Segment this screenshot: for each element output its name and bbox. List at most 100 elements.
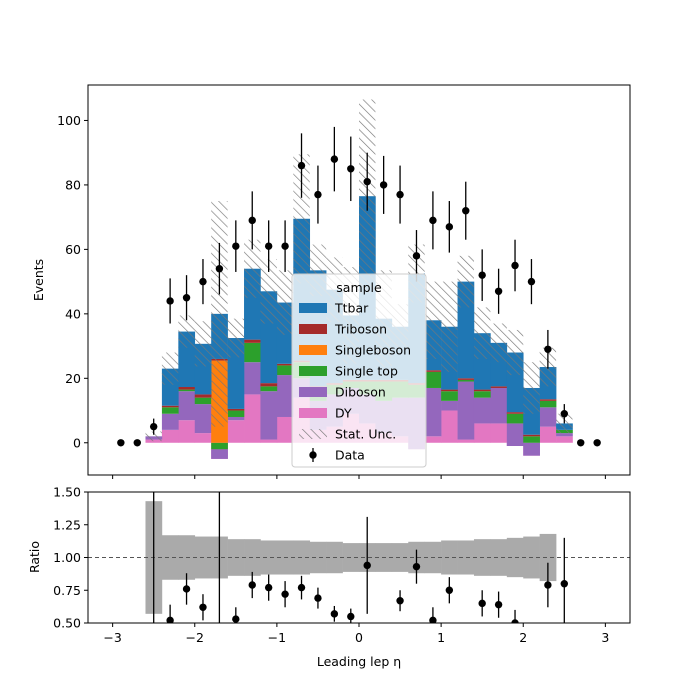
main-axes-frame [87,84,631,476]
data-point [396,190,404,199]
data-point [478,271,486,279]
bar-dy [244,394,261,443]
main-ytick-label: 60 [65,242,81,257]
bar-single-top [244,342,261,363]
bar-single-top [523,436,540,443]
main-ytick-label: 0 [73,435,81,450]
bar-dy [178,420,196,443]
ratio-point [363,561,371,570]
ratio-point [182,585,191,593]
ratio-ytick-label: 1.25 [53,517,81,532]
bar-diboson [457,381,475,440]
stat-unc-hatch [276,270,294,335]
ratio-point [199,603,207,611]
ratio-point [412,562,421,571]
legend-triboson-swatch [299,324,327,334]
legend-singleboson-swatch [299,345,327,355]
bar-triboson [490,386,508,388]
bar-diboson [244,362,261,395]
bar-dy [227,420,245,443]
data-point [248,216,256,225]
bar-single-top [227,410,245,417]
stat-unc-hatch [211,201,228,427]
stat-unc-hatch [441,281,458,372]
data-point [593,439,601,447]
bar-triboson [227,408,245,411]
legend-box [291,273,427,468]
bar-triboson [523,434,540,437]
legend-single-top-swatch [299,366,327,376]
bar-diboson [161,413,179,430]
bar-diboson [539,407,557,427]
ratio-axes-frame [87,491,631,624]
bar-triboson [441,389,458,392]
legend-ttbar-label: Ttbar [334,301,369,316]
bar-triboson [276,363,294,366]
data-point [412,252,421,260]
data-point [462,207,470,215]
ratio-point [494,600,503,609]
legend-dy-label: DY [335,406,352,421]
bar-dy [441,410,458,443]
bar-dy [161,429,179,443]
ratio-point [445,586,454,594]
ratio-point [478,599,486,608]
data-point [494,287,503,295]
bar-dy [194,433,212,443]
bar-diboson [473,397,491,424]
bar-single-top [457,379,475,382]
data-point [544,345,552,353]
data-point [527,277,536,286]
legend-stat-unc-swatch [299,429,327,439]
ratio-point [429,616,437,623]
bar-dy [539,426,557,443]
bar-single-top [178,389,196,392]
main-ytick-label: 40 [65,306,81,321]
bar-diboson [227,416,245,421]
data-point [117,439,125,447]
data-point [314,190,322,199]
ratio-point [560,580,569,588]
ratio-xtick-label: 0 [355,630,363,645]
ratio-point [166,616,174,623]
ratio-ytick-label: 1.00 [53,550,81,565]
legend-diboson-swatch [299,387,327,397]
ratio-point [281,590,289,598]
ratio-xtick-label: −3 [103,630,121,645]
stat-unc-hatch [490,323,507,363]
data-point [347,165,355,173]
ratio-ytick-label: 0.75 [53,583,81,598]
data-point [577,439,585,447]
bar-diboson [523,442,540,456]
bar-single-top [424,371,442,388]
data-point [264,242,273,250]
ratio-unc-band [490,539,508,576]
stat-unc-hatch [457,255,474,308]
legend-data-marker [309,451,317,459]
ratio-point [314,594,322,602]
data-point [511,261,519,270]
bar-single-top [506,413,524,424]
bar-triboson [260,383,278,387]
legend-data-label: Data [335,448,365,463]
ratio-plot-area [88,492,630,623]
bar-single-top [194,397,212,405]
data-point [149,422,158,431]
stat-unc-hatch [424,281,442,359]
ratio-ytick-label: 1.50 [53,485,81,500]
data-point [429,216,437,225]
bar-diboson [276,375,294,417]
ratio-point [544,581,552,589]
bar-dy [424,436,442,443]
bar-dy [473,423,491,443]
stat-unc-hatch [227,318,245,358]
data-point [232,242,240,250]
stat-unc-hatch [473,307,491,359]
ratio-point [232,615,240,623]
stat-unc-hatch [145,431,162,442]
legend-single-top-label: Single top [335,364,398,379]
ratio-point [347,612,355,621]
bar-single-top [276,365,294,376]
bar-diboson [194,404,212,434]
